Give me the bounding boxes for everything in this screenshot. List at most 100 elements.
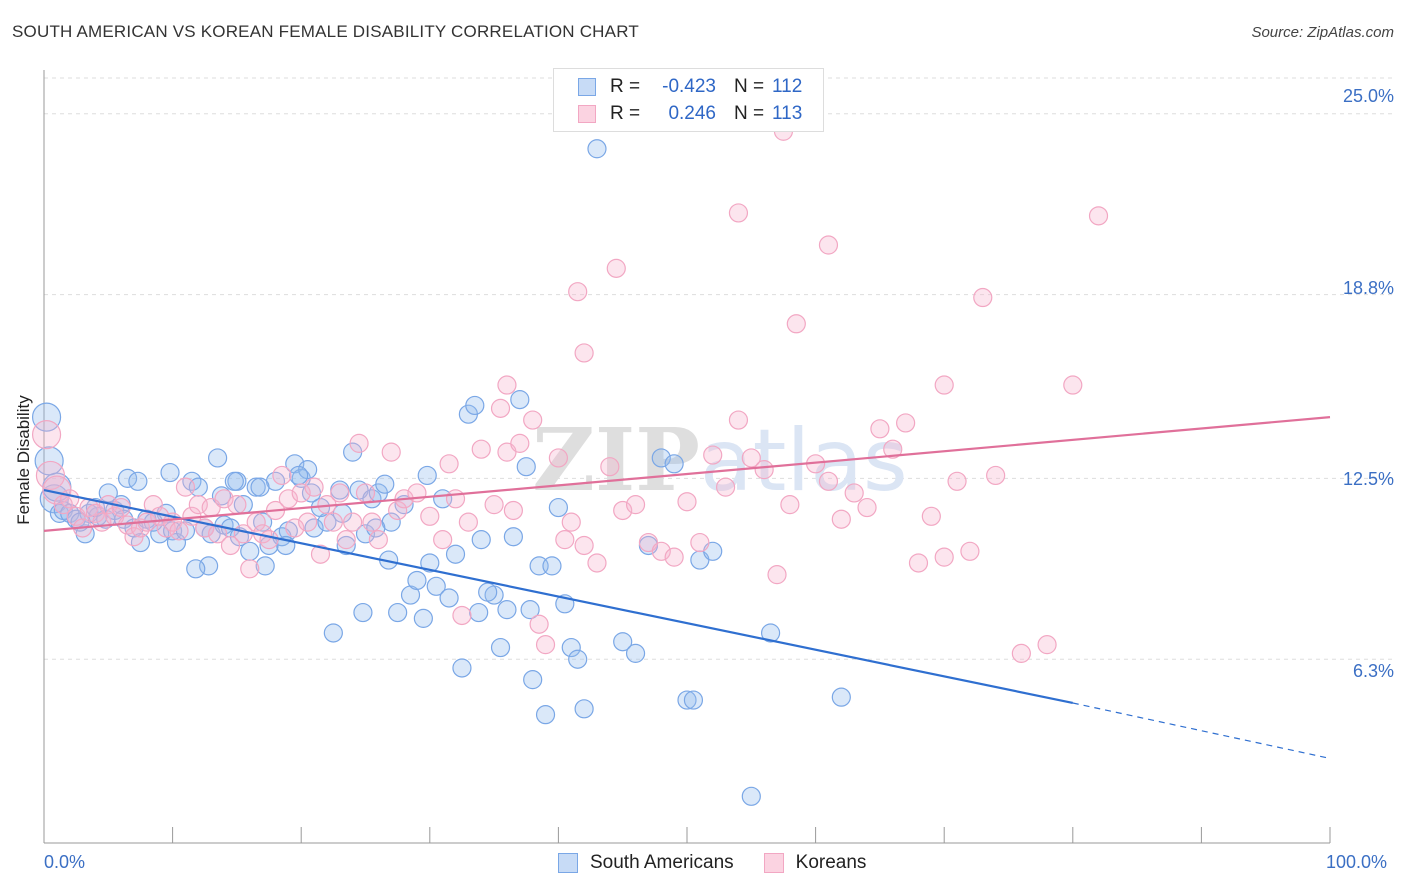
koreans-point [606,258,626,278]
south-americans-point [760,623,781,643]
legend-item-south-americans[interactable]: South Americans [558,852,734,874]
south-americans-point [375,474,395,494]
koreans-point [471,439,491,459]
legend-item-koreans[interactable]: Koreans [763,852,867,874]
south-americans-point [445,544,466,564]
koreans-point [445,489,466,509]
koreans-point [330,483,350,503]
south-americans-point [471,530,491,550]
koreans-point [272,465,292,486]
koreans-point [728,203,749,223]
koreans-point [220,535,241,556]
south-americans-point [587,139,607,159]
koreans-point [973,287,993,308]
koreans-point [31,420,62,450]
r-label: R = [610,76,641,97]
x-tick-min: 0.0% [44,852,86,872]
koreans-point [304,477,324,497]
koreans-point [298,512,318,532]
legend-label-koreans: Koreans [795,852,867,873]
koreans-point [728,410,749,430]
koreans-point [870,419,890,439]
koreans-point [227,495,247,515]
south-americans-point [388,602,408,623]
koreans-point [786,314,806,334]
south-americans-point [186,559,206,579]
koreans-point [561,512,581,532]
koreans-point [883,439,903,459]
koreans-point [574,535,594,556]
koreans-point [844,483,864,503]
south-americans-point [289,465,309,486]
koreans-point [767,565,787,585]
koreans-point [831,509,851,529]
legend-row-south-americans: R = -0.423 N = 112 [578,75,802,99]
south-americans-point [469,602,489,623]
koreans-point [741,448,761,468]
koreans-point [677,492,697,512]
koreans-point [574,343,594,363]
koreans-point [310,544,331,564]
south-americans-point [426,576,446,596]
koreans-point [510,433,530,453]
koreans-point [568,282,588,302]
chart-title: SOUTH AMERICAN VS KOREAN FEMALE DISABILI… [12,22,639,41]
south-americans-point [478,582,498,602]
south-americans-point [683,690,704,710]
south-americans-point [516,457,536,477]
koreans-point [529,614,549,634]
south-americans-point [439,588,459,608]
n-value-south-americans: 112 [772,76,803,97]
south-americans-point [336,535,356,556]
south-americans-trendline [43,488,1074,705]
koreans-point [908,553,929,573]
south-americans-point [353,602,373,623]
koreans-point [896,413,916,433]
koreans-point [523,410,543,430]
koreans-point [208,524,228,544]
koreans-point [1063,375,1083,395]
south-americans-point [503,527,523,547]
koreans-point [934,375,954,395]
source-label: Source: ZipAtlas.com [1251,24,1394,41]
r-value-koreans: 0.246 [668,103,716,124]
koreans-point [664,547,684,567]
south-americans-point [413,608,433,628]
koreans-point [484,495,504,515]
south-americans-point [323,623,343,643]
koreans-point [818,235,839,255]
koreans-point [535,635,556,655]
n-label: N = [734,76,765,97]
koreans-point [780,495,800,515]
koreans-point [439,454,459,474]
koreans-point [355,483,376,503]
south-americans-point [520,600,540,620]
south-americans-point [128,471,148,491]
r-label: R = [610,103,641,124]
south-americans-point [613,632,633,652]
south-americans-point [31,402,62,432]
south-americans-point [568,649,588,669]
koreans-point [60,489,80,509]
legend-label-south-americans: South Americans [590,852,734,873]
koreans-point [349,433,369,453]
koreans-point [388,500,408,521]
koreans-point [548,448,569,468]
series-legend: South Americans Koreans [558,852,896,874]
koreans-point [259,530,279,550]
n-label: N = [734,103,765,124]
koreans-point [986,465,1006,486]
koreans-point [343,512,363,532]
koreans-point [240,559,260,579]
south-americans-point [561,637,581,658]
south-americans-point [407,570,427,591]
koreans-point [625,495,646,515]
koreans-point [555,530,575,550]
south-americans-point [625,643,646,663]
south-americans-point [452,658,472,678]
n-value-koreans: 113 [772,103,803,124]
south-americans-point [542,556,562,576]
koreans-point [336,530,356,550]
koreans-point [490,398,511,418]
